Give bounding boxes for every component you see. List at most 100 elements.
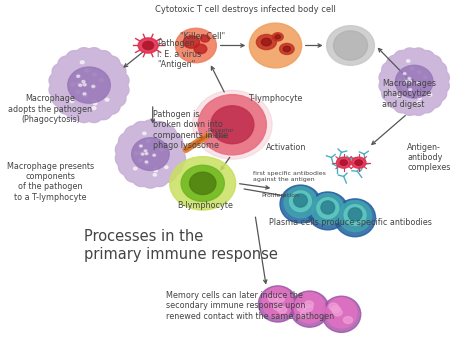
Circle shape bbox=[145, 153, 148, 155]
Ellipse shape bbox=[198, 94, 266, 155]
Circle shape bbox=[82, 80, 85, 83]
Ellipse shape bbox=[284, 187, 317, 218]
Circle shape bbox=[304, 304, 313, 311]
Circle shape bbox=[297, 304, 306, 311]
Circle shape bbox=[256, 35, 276, 49]
Circle shape bbox=[261, 38, 272, 46]
Circle shape bbox=[70, 100, 74, 103]
Ellipse shape bbox=[210, 106, 254, 144]
Circle shape bbox=[134, 152, 138, 155]
Circle shape bbox=[138, 38, 158, 53]
Circle shape bbox=[83, 93, 86, 95]
Ellipse shape bbox=[290, 191, 311, 212]
Circle shape bbox=[407, 60, 410, 62]
Circle shape bbox=[403, 73, 406, 75]
Circle shape bbox=[410, 67, 414, 70]
Text: Antigen-
antibody
complexes: Antigen- antibody complexes bbox=[407, 143, 451, 172]
Circle shape bbox=[273, 303, 283, 310]
Circle shape bbox=[80, 61, 84, 64]
Circle shape bbox=[145, 161, 148, 163]
Text: T-lymphocyte: T-lymphocyte bbox=[248, 94, 302, 103]
Text: Receptor
Protein: Receptor Protein bbox=[207, 128, 234, 139]
Circle shape bbox=[275, 35, 281, 39]
Circle shape bbox=[428, 93, 432, 96]
Ellipse shape bbox=[258, 286, 297, 322]
Circle shape bbox=[283, 46, 291, 52]
Ellipse shape bbox=[290, 291, 329, 327]
Text: Plasma cells produce specific antibodies: Plasma cells produce specific antibodies bbox=[269, 218, 432, 227]
Ellipse shape bbox=[334, 31, 367, 60]
Circle shape bbox=[77, 75, 80, 78]
Ellipse shape bbox=[311, 194, 344, 225]
Circle shape bbox=[83, 94, 87, 97]
Ellipse shape bbox=[170, 157, 236, 210]
Circle shape bbox=[333, 309, 342, 316]
Circle shape bbox=[146, 140, 150, 142]
Circle shape bbox=[85, 69, 89, 72]
Circle shape bbox=[268, 295, 277, 302]
Text: Proliferation: Proliferation bbox=[262, 193, 300, 198]
Ellipse shape bbox=[321, 201, 335, 214]
Circle shape bbox=[329, 303, 338, 310]
Circle shape bbox=[409, 89, 411, 91]
Circle shape bbox=[100, 79, 103, 82]
Circle shape bbox=[402, 86, 406, 89]
Text: Memory cells can later induce the
secondary immune response upon
renewed contact: Memory cells can later induce the second… bbox=[166, 291, 335, 321]
Circle shape bbox=[92, 107, 96, 110]
Text: Pathogen
i. E. a virus
"Antigen": Pathogen i. E. a virus "Antigen" bbox=[157, 39, 201, 69]
Polygon shape bbox=[49, 48, 129, 122]
Circle shape bbox=[79, 84, 82, 86]
Ellipse shape bbox=[344, 205, 366, 225]
Circle shape bbox=[403, 79, 407, 82]
Circle shape bbox=[194, 44, 207, 54]
Circle shape bbox=[154, 168, 157, 171]
Ellipse shape bbox=[327, 26, 374, 65]
Ellipse shape bbox=[262, 288, 293, 318]
Circle shape bbox=[409, 90, 413, 92]
Text: first specific antibodies
against the antigen: first specific antibodies against the an… bbox=[253, 171, 326, 182]
Circle shape bbox=[418, 95, 421, 98]
Circle shape bbox=[417, 71, 421, 73]
Ellipse shape bbox=[175, 28, 216, 63]
Circle shape bbox=[153, 154, 155, 156]
Ellipse shape bbox=[317, 198, 339, 218]
Circle shape bbox=[164, 166, 168, 169]
Circle shape bbox=[139, 152, 143, 154]
Ellipse shape bbox=[395, 65, 433, 98]
Circle shape bbox=[105, 98, 109, 101]
Text: Macrophage
adopts the pathogen
(Phagocytosis): Macrophage adopts the pathogen (Phagocyt… bbox=[9, 94, 92, 124]
Polygon shape bbox=[379, 48, 449, 116]
Circle shape bbox=[146, 162, 149, 165]
Ellipse shape bbox=[280, 185, 321, 223]
Circle shape bbox=[93, 102, 97, 105]
Circle shape bbox=[355, 160, 362, 165]
Ellipse shape bbox=[249, 23, 301, 68]
Circle shape bbox=[92, 73, 96, 76]
Polygon shape bbox=[115, 120, 185, 188]
Ellipse shape bbox=[181, 165, 224, 201]
Circle shape bbox=[201, 35, 210, 42]
Circle shape bbox=[143, 132, 146, 135]
Text: Pathogen is
broken down into
components in the
phago lysosome: Pathogen is broken down into components … bbox=[153, 110, 228, 150]
Circle shape bbox=[134, 167, 137, 170]
Circle shape bbox=[424, 76, 427, 79]
Circle shape bbox=[275, 295, 284, 302]
Text: Macrophage presents
components
of the pathogen
to a T-lymphocyte: Macrophage presents components of the pa… bbox=[7, 162, 94, 202]
Circle shape bbox=[405, 81, 408, 83]
Text: Processes in the
primary immune response: Processes in the primary immune response bbox=[84, 229, 278, 262]
Circle shape bbox=[397, 95, 401, 98]
Circle shape bbox=[398, 80, 401, 82]
Ellipse shape bbox=[294, 194, 307, 207]
Circle shape bbox=[331, 306, 340, 313]
Ellipse shape bbox=[348, 208, 362, 221]
Text: Activation: Activation bbox=[266, 143, 307, 152]
Circle shape bbox=[153, 174, 156, 176]
Circle shape bbox=[154, 143, 157, 146]
Circle shape bbox=[409, 80, 412, 82]
Circle shape bbox=[160, 148, 163, 151]
Circle shape bbox=[143, 42, 154, 49]
Circle shape bbox=[280, 44, 294, 54]
Circle shape bbox=[154, 169, 157, 172]
Circle shape bbox=[408, 78, 410, 80]
Circle shape bbox=[141, 153, 144, 155]
